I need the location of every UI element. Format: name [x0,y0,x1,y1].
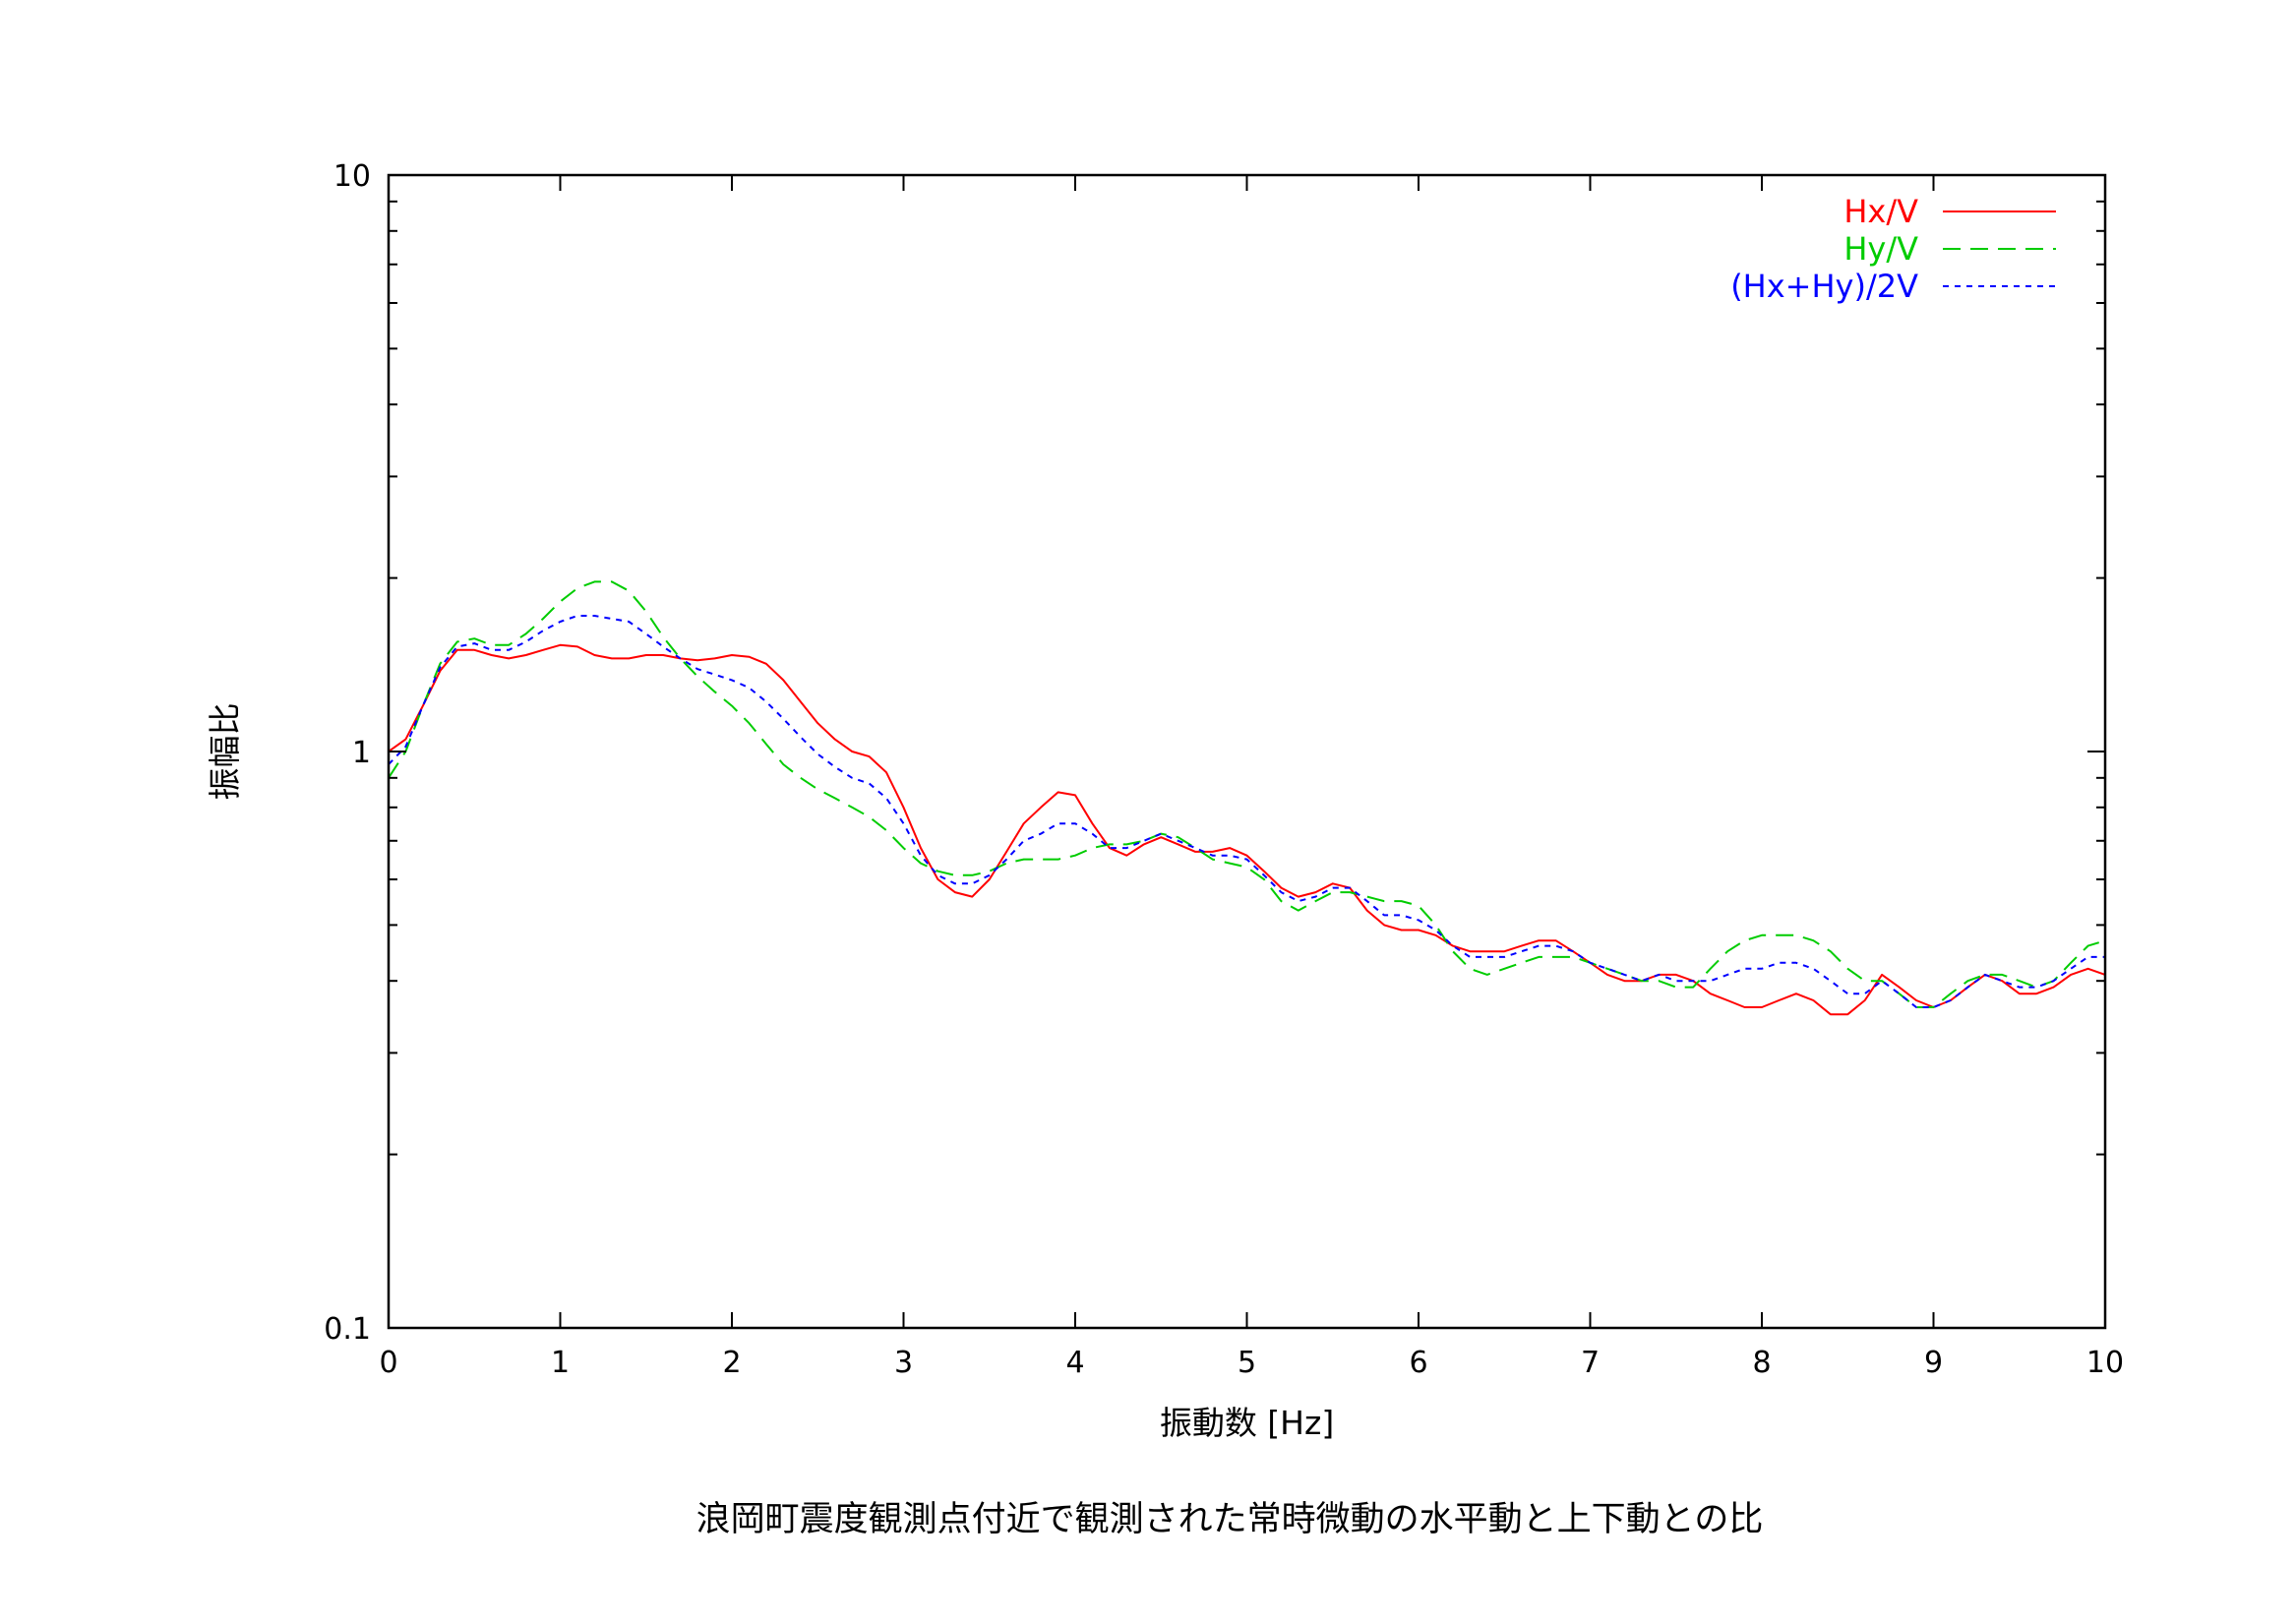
legend: Hx/VHy/V(Hx+Hy)/2V [1730,193,2056,305]
legend-label-1: Hx/V [1843,193,1918,230]
x-tick-label: 3 [894,1346,913,1380]
x-tick-label: 8 [1752,1346,1771,1380]
x-tick-label: 4 [1065,1346,1084,1380]
series-line-1 [389,643,2105,1016]
x-tick-label: 2 [722,1346,741,1380]
series-layer [389,580,2105,1016]
y-tick-label: 0.1 [324,1312,371,1347]
x-tick-label: 7 [1581,1346,1600,1380]
series-line-3 [389,615,2105,1008]
legend-label-3: (Hx+Hy)/2V [1730,268,1918,305]
x-tick-label: 1 [551,1346,570,1380]
x-tick-label: 0 [379,1346,397,1380]
chart-caption: 浪岡町震度観測点付近で観測された常時微動の水平動と上下動との比 [696,1500,1764,1539]
legend-label-2: Hy/V [1843,230,1918,268]
x-axis-title: 振動数 [Hz] [1160,1404,1334,1442]
x-tick-label: 9 [1924,1346,1943,1380]
ticks-layer: 0 1 2 3 4 5 6 7 8 9 10 0.1 1 10 [324,159,2124,1380]
y-tick-label: 10 [333,159,371,194]
y-axis-title: 振幅比 [206,703,244,801]
y-tick-label: 1 [352,736,371,770]
series-line-2 [389,580,2105,1008]
x-tick-label: 10 [2086,1346,2124,1380]
x-tick-label: 5 [1238,1346,1256,1380]
x-tick-label: 6 [1409,1346,1427,1380]
